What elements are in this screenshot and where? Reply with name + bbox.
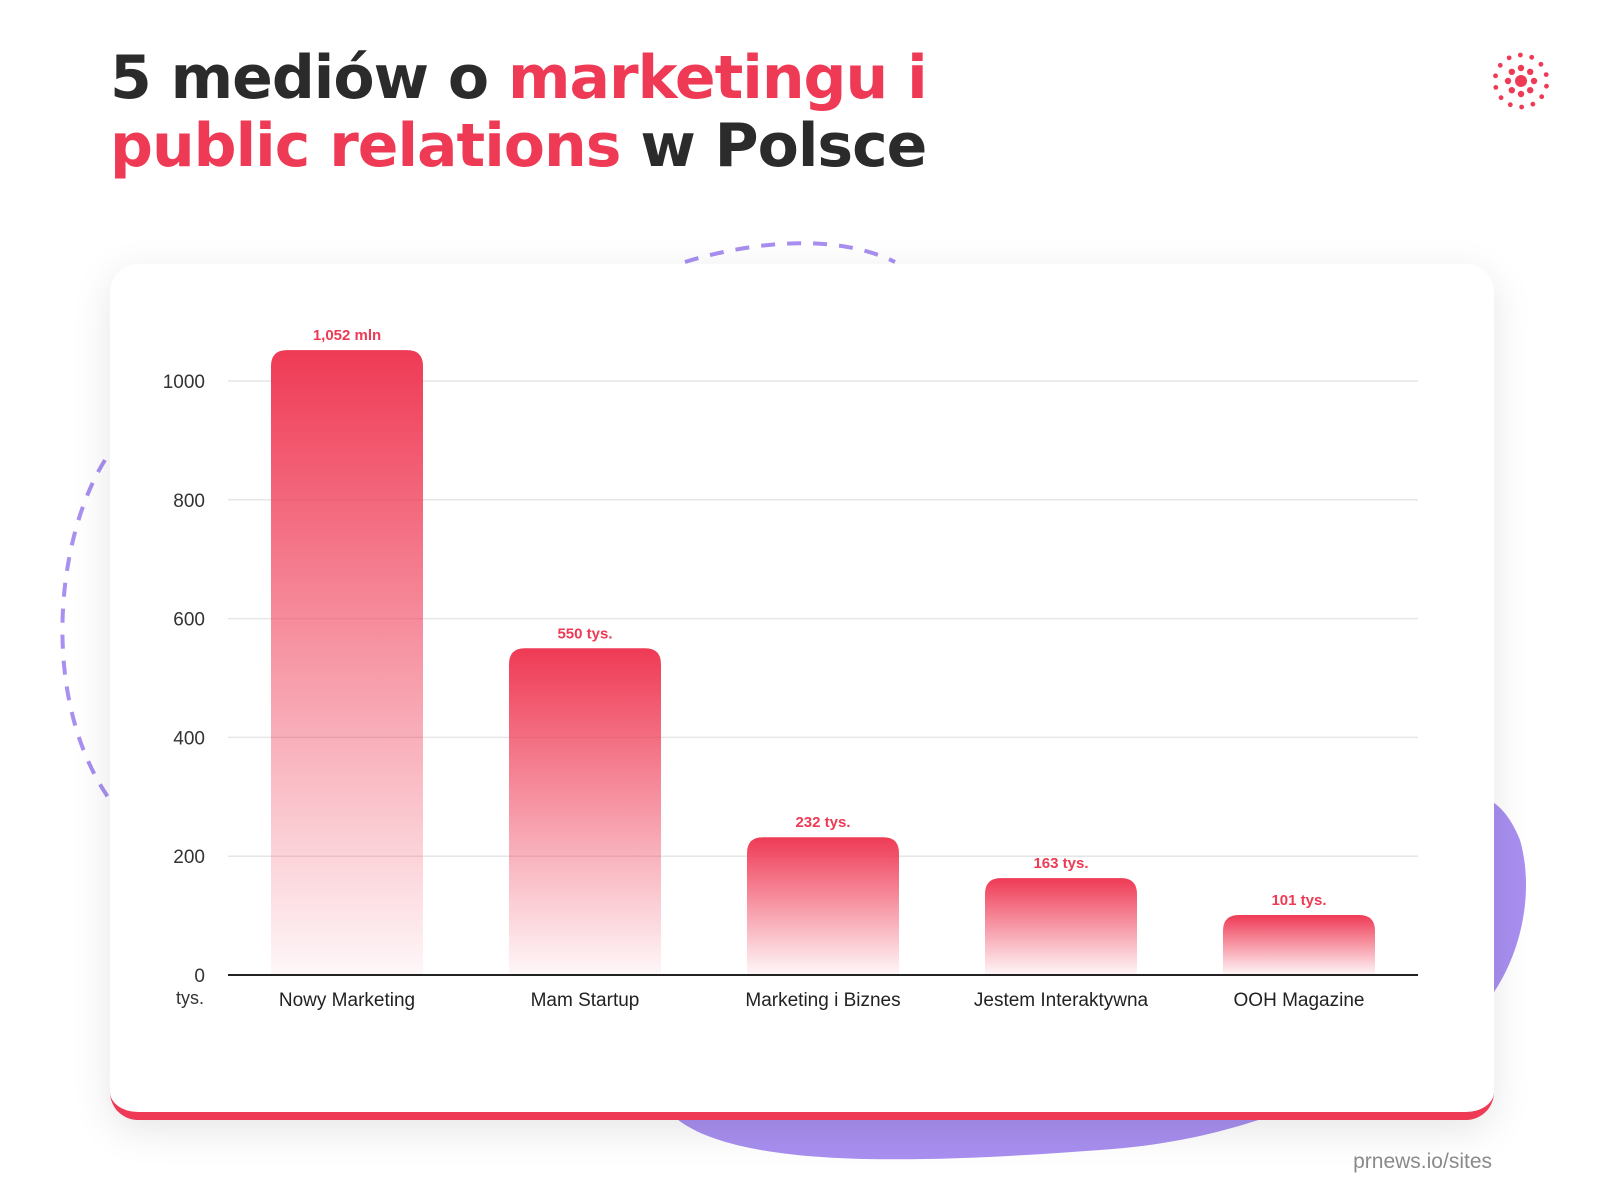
logo-dot: [1529, 54, 1535, 60]
bar-value-label: 232 tys.: [795, 814, 850, 831]
logo-dot: [1530, 101, 1536, 107]
y-tick-label: 1000: [163, 372, 205, 393]
logo-dot: [1543, 72, 1549, 77]
logo-dot: [1515, 75, 1527, 87]
logo-dot: [1506, 55, 1512, 61]
bar-value-label: 163 tys.: [1033, 855, 1088, 872]
bar: [271, 350, 423, 975]
logo-dot: [1498, 95, 1504, 101]
x-tick-label: Nowy Marketing: [279, 990, 415, 1011]
logo-dot: [1526, 68, 1534, 76]
x-tick-label: Mam Startup: [531, 990, 640, 1011]
purple-blob: [660, 794, 1526, 1160]
logo-dot: [1508, 86, 1516, 94]
logo-dot: [1493, 85, 1499, 90]
x-tick-label: OOH Magazine: [1234, 990, 1365, 1011]
logo-dot: [1538, 61, 1544, 67]
page-title: 5 mediów o marketingu i public relations…: [110, 43, 928, 181]
bar-value-label: 101 tys.: [1271, 892, 1326, 909]
y-tick-label: 800: [173, 491, 205, 512]
bar: [747, 837, 899, 975]
logo-dot: [1517, 90, 1525, 98]
source-footer: prnews.io/sites: [1353, 1150, 1492, 1173]
logo-dot: [1508, 68, 1516, 76]
dotted-burst-icon: [1493, 52, 1549, 110]
y-unit-label: tys.: [176, 988, 204, 1008]
logo-dot: [1517, 64, 1525, 72]
bar: [1223, 915, 1375, 975]
logo-dot: [1544, 83, 1549, 89]
bar-chart: 0 200 400 600 800 1000 1,052 mln 550 tys. 232 t…: [163, 327, 1418, 1011]
title-accent: marketingu i public relations: [110, 43, 928, 181]
logo-dot: [1493, 73, 1498, 79]
logo-dot: [1497, 62, 1503, 68]
y-tick-label: 200: [173, 847, 205, 868]
bar-value-label: 1,052 mln: [313, 327, 381, 344]
logo-dot: [1507, 102, 1513, 108]
y-tick-label: 400: [173, 728, 205, 749]
bar: [985, 878, 1137, 975]
bar: [509, 648, 661, 975]
y-tick-label: 600: [173, 610, 205, 631]
dashed-arc-left: [60, 458, 112, 802]
chart-card: 0 200 400 600 800 1000 1,052 mln 550 tys. 232 t…: [110, 264, 1494, 1120]
logo-dot: [1539, 94, 1545, 100]
logo-dot: [1519, 104, 1525, 110]
x-tick-label: Marketing i Biznes: [745, 990, 900, 1011]
bar-value-label: 550 tys.: [557, 625, 612, 642]
dashed-arc-top: [684, 241, 896, 264]
y-tick-label: 0: [194, 966, 205, 987]
x-tick-label: Jestem Interaktywna: [974, 990, 1149, 1011]
logo-dot: [1504, 77, 1512, 85]
logo-dot: [1526, 86, 1534, 94]
logo-dot: [1517, 52, 1523, 58]
logo-dot: [1530, 77, 1538, 85]
